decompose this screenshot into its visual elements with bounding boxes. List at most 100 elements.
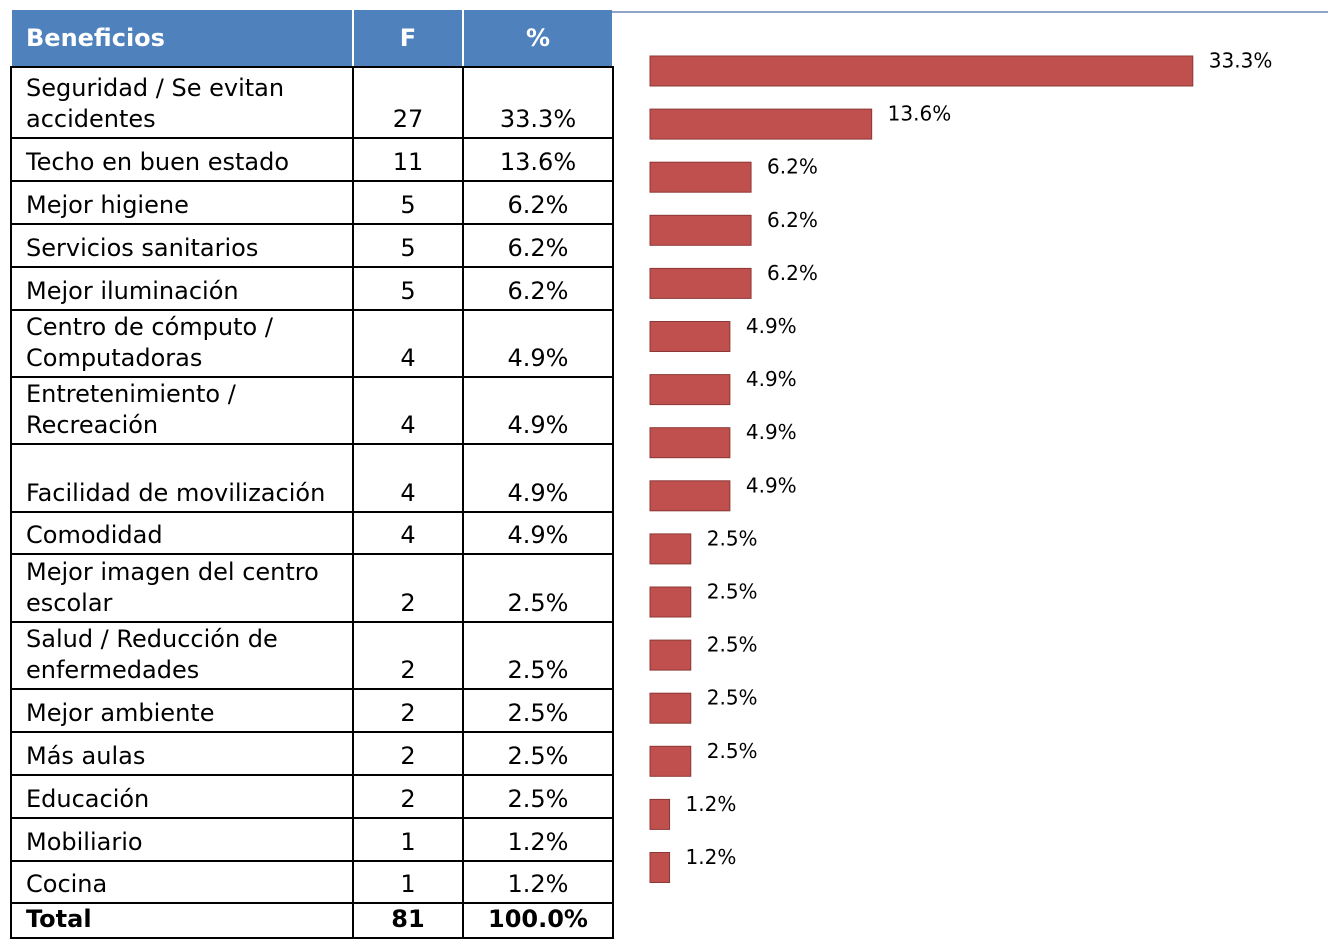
value-label: 13.6%	[888, 102, 952, 126]
table-row: Techo en buen estado 11 13.6%	[10, 137, 614, 182]
table-row: Servicios sanitarios 5 6.2%	[10, 223, 614, 268]
table-cell: 1	[352, 860, 464, 904]
table-row: Mobiliario 1 1.2%	[10, 817, 614, 862]
table-cell: 11	[352, 137, 464, 182]
value-label: 2.5%	[707, 739, 758, 763]
table-row: Facilidad de movilización 4 4.9%	[10, 443, 614, 513]
bar	[649, 745, 692, 777]
table-cell: 5	[352, 180, 464, 225]
table-cell: 2	[352, 553, 464, 623]
table-cell: Mejor higiene	[10, 180, 354, 225]
table-cell: 2.5%	[462, 553, 614, 623]
table-cell: 5	[352, 266, 464, 311]
value-label: 1.2%	[686, 792, 737, 816]
table-cell: 4.9%	[462, 443, 614, 513]
bar	[649, 161, 752, 193]
table-cell: 6.2%	[462, 180, 614, 225]
value-label: 2.5%	[707, 580, 758, 604]
table-row: Salud / Reducción de enfermedades 2 2.5%	[10, 621, 614, 690]
table-cell: Salud / Reducción de enfermedades	[10, 621, 354, 690]
table-row: Centro de cómputo / Computadoras 4 4.9%	[10, 309, 614, 378]
table-row: Mejor higiene 5 6.2%	[10, 180, 614, 225]
table-row: Mejor imagen del centro escolar 2 2.5%	[10, 553, 614, 623]
bar	[649, 586, 692, 618]
table-row: Mejor iluminación 5 6.2%	[10, 266, 614, 311]
table-cell: 4.9%	[462, 511, 614, 555]
table-cell: 2.5%	[462, 688, 614, 733]
table-cell: 6.2%	[462, 223, 614, 268]
value-label: 2.5%	[707, 686, 758, 710]
header-cell: %	[462, 8, 614, 68]
table-row: Seguridad / Se evitan accidentes 27 33.3%	[10, 66, 614, 139]
value-label: 2.5%	[707, 633, 758, 657]
table-cell: Seguridad / Se evitan accidentes	[10, 66, 354, 139]
table-cell: 2.5%	[462, 731, 614, 776]
table-row: Entretenimiento / Recreación 4 4.9%	[10, 376, 614, 445]
table-cell: 4	[352, 309, 464, 378]
table-cell: Mejor iluminación	[10, 266, 354, 311]
table-cell: 81	[352, 902, 464, 939]
table-cell: 4.9%	[462, 309, 614, 378]
table-cell: 2	[352, 621, 464, 690]
bar	[649, 55, 1194, 87]
bar	[649, 321, 731, 352]
value-label: 6.2%	[767, 261, 818, 285]
bar	[649, 798, 671, 830]
value-label: 6.2%	[767, 155, 818, 179]
table-cell: Mobiliario	[10, 817, 354, 862]
table-cell: 2	[352, 688, 464, 733]
bar	[649, 480, 731, 512]
bar	[649, 533, 692, 565]
table-row: Más aulas 2 2.5%	[10, 731, 614, 776]
table-cell: Facilidad de movilización	[10, 443, 354, 513]
table-cell: Mejor ambiente	[10, 688, 354, 733]
table-cell: 5	[352, 223, 464, 268]
table-cell: 2.5%	[462, 774, 614, 819]
value-label: 4.9%	[746, 473, 797, 497]
table-cell: 4	[352, 376, 464, 445]
table-cell: 2	[352, 774, 464, 819]
table-row: Comodidad 4 4.9%	[10, 511, 614, 555]
table-cell: Entretenimiento / Recreación	[10, 376, 354, 445]
table-cell: Servicios sanitarios	[10, 223, 354, 268]
table-cell: 2.5%	[462, 621, 614, 690]
benefits-table: Beneficios F % Seguridad / Se evitan acc…	[10, 8, 614, 939]
bar	[649, 374, 731, 406]
table-cell: 1.2%	[462, 817, 614, 862]
value-label: 6.2%	[767, 208, 818, 232]
table-cell: 13.6%	[462, 137, 614, 182]
table-cell: Cocina	[10, 860, 354, 904]
bar	[649, 214, 752, 246]
bar	[649, 108, 873, 140]
value-label: 1.2%	[686, 845, 737, 869]
table-row: Educación 2 2.5%	[10, 774, 614, 819]
table-cell: 4	[352, 511, 464, 555]
table-cell: Techo en buen estado	[10, 137, 354, 182]
bar	[649, 639, 692, 671]
value-label: 4.9%	[746, 314, 797, 338]
table-cell: Comodidad	[10, 511, 354, 555]
value-label: 4.9%	[746, 420, 797, 444]
table-cell: 2	[352, 731, 464, 776]
header-cell: F	[352, 8, 464, 68]
value-label: 2.5%	[707, 526, 758, 550]
header-cell: Beneficios	[10, 8, 354, 68]
bar	[649, 427, 731, 459]
table-cell: Mejor imagen del centro escolar	[10, 553, 354, 623]
table-cell: 6.2%	[462, 266, 614, 311]
table-cell: 27	[352, 66, 464, 139]
table-cell: 1.2%	[462, 860, 614, 904]
table-body: Seguridad / Se evitan accidentes 27 33.3% T…	[10, 66, 614, 939]
value-label: 33.3%	[1209, 49, 1273, 73]
table-row: Mejor ambiente 2 2.5%	[10, 688, 614, 733]
table-row: Total 81 100.0%	[10, 902, 614, 939]
table-cell: Educación	[10, 774, 354, 819]
table-cell: 4	[352, 443, 464, 513]
bar	[649, 267, 752, 299]
table-cell: Total	[10, 902, 354, 939]
bar	[649, 692, 692, 724]
value-label: 4.9%	[746, 367, 797, 391]
table-cell: 4.9%	[462, 376, 614, 445]
